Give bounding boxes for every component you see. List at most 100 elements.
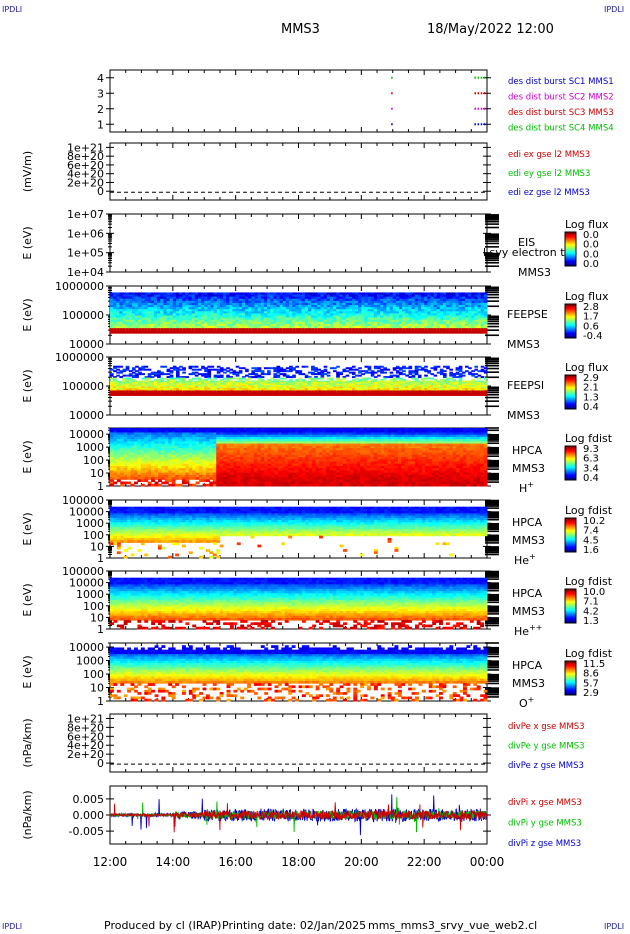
heatmap-cell — [307, 294, 312, 298]
heatmap-cell — [452, 382, 457, 385]
heatmap-cell — [201, 387, 205, 390]
heatmap-cell — [251, 387, 256, 390]
heatmap-cell — [223, 307, 227, 310]
heatmap-cell — [377, 325, 381, 329]
heatmap-cell — [361, 311, 365, 314]
heatmap-cell — [439, 292, 444, 296]
heatmap-cell — [317, 373, 321, 376]
heatmap-cell — [144, 430, 149, 433]
heatmap-cell — [480, 380, 485, 383]
heatmap-cell — [163, 390, 168, 396]
heatmap-cell — [267, 390, 271, 396]
heatmap-cell — [229, 313, 234, 316]
heatmap-cell — [119, 319, 124, 323]
y-tick-label: 1e+07 — [67, 208, 104, 221]
heatmap-cell — [119, 370, 124, 373]
heatmap-cell — [185, 317, 190, 321]
heatmap-cell — [191, 328, 196, 334]
heatmap-cell — [179, 323, 183, 327]
heatmap-cell — [424, 374, 428, 377]
heatmap-cell — [461, 298, 466, 302]
heatmap-cell — [267, 305, 271, 308]
heatmap-cell — [232, 325, 237, 329]
heatmap-cell — [449, 371, 453, 374]
heatmap-cell — [110, 377, 114, 380]
heatmap-cell — [474, 368, 479, 371]
heatmap-cell — [235, 313, 240, 316]
heatmap-cell — [279, 319, 284, 323]
heatmap-cell — [351, 300, 356, 304]
heatmap-cell — [238, 292, 243, 296]
heatmap-cell — [175, 294, 180, 298]
heatmap-cell — [273, 374, 278, 377]
heatmap-cell — [452, 374, 457, 377]
heatmap-cell — [383, 313, 387, 316]
heatmap-cell — [110, 463, 114, 467]
heatmap-cell — [405, 387, 409, 390]
y-axis-label: E (eV) — [21, 440, 34, 473]
heatmap-cell — [373, 298, 378, 302]
heatmap-cell — [175, 382, 180, 385]
heatmap-cell — [140, 439, 145, 442]
heatmap-cell — [144, 452, 149, 456]
heatmap-cell — [135, 373, 139, 376]
heatmap-cell — [471, 373, 475, 376]
heatmap-cell — [436, 311, 441, 314]
heatmap-cell — [295, 321, 299, 325]
heatmap-cell — [216, 386, 221, 389]
heatmap-cell — [140, 483, 145, 487]
colorbar-stripe — [565, 307, 576, 309]
heatmap-cell — [314, 296, 318, 300]
heatmap-cell — [377, 300, 381, 304]
heatmap-cell — [455, 300, 460, 304]
heatmap-cell — [137, 470, 142, 474]
heatmap-cell — [241, 302, 246, 306]
heatmap-cell — [123, 481, 128, 485]
heatmap-cell — [179, 317, 183, 321]
heatmap-cell — [160, 390, 164, 396]
heatmap-cell — [336, 292, 340, 296]
heatmap-cell — [207, 370, 212, 373]
heatmap-cell — [336, 325, 340, 329]
heatmap-cell — [279, 296, 284, 300]
heatmap-cell — [439, 383, 444, 386]
heatmap-cell — [169, 379, 174, 382]
heatmap-cell — [323, 387, 328, 390]
heatmap-cell — [182, 300, 186, 304]
heatmap-cell — [116, 311, 120, 314]
heatmap-cell — [424, 325, 428, 329]
heatmap-cell — [468, 323, 472, 327]
heatmap-cell — [122, 379, 127, 382]
heatmap-cell — [461, 385, 466, 387]
heatmap-cell — [377, 387, 381, 390]
heatmap-cell — [179, 386, 183, 389]
heatmap-cell — [138, 321, 142, 325]
heatmap-cell — [123, 457, 128, 460]
heatmap-cell — [455, 390, 460, 396]
heatmap-cell — [251, 371, 256, 374]
heatmap-cell — [137, 477, 142, 480]
heatmap-cell — [131, 292, 136, 296]
heatmap-cell — [386, 294, 391, 298]
heatmap-cell — [182, 385, 186, 387]
heatmap-cell — [251, 311, 256, 314]
heatmap-cell — [147, 383, 152, 386]
heatmap-cell — [373, 383, 378, 386]
heatmap-cell — [125, 296, 130, 300]
heatmap-cell — [169, 374, 174, 377]
heatmap-cell — [304, 296, 309, 300]
heatmap-cell — [123, 461, 128, 465]
heatmap-cell — [461, 382, 466, 385]
heatmap-cell — [465, 298, 469, 302]
heatmap-cell — [144, 307, 149, 310]
heatmap-cell — [320, 325, 325, 329]
heatmap-cell — [254, 383, 259, 386]
heatmap-cell — [254, 300, 259, 304]
colorbar-stripe — [565, 388, 576, 390]
heatmap-cell — [329, 292, 334, 296]
heatmap-cell — [411, 313, 416, 316]
heatmap-cell — [122, 313, 127, 316]
heatmap-cell — [257, 311, 262, 314]
heatmap-cell — [295, 328, 299, 334]
heatmap-cell — [392, 315, 397, 319]
